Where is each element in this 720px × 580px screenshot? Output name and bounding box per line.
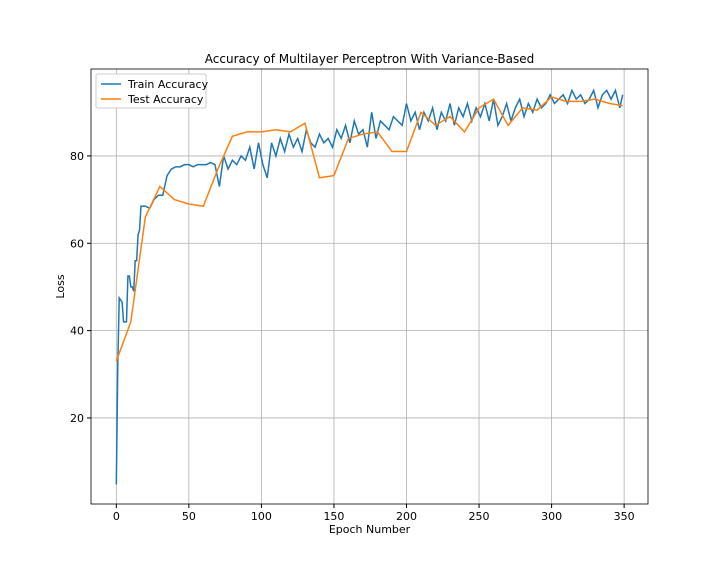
y-tick-label: 20 — [70, 412, 84, 425]
x-tick-label: 150 — [323, 510, 344, 523]
y-tick-label: 80 — [70, 150, 84, 163]
x-tick-label: 0 — [113, 510, 120, 523]
x-tick-label: 250 — [469, 510, 490, 523]
x-tick-label: 200 — [396, 510, 417, 523]
legend-label: Test Accuracy — [127, 93, 204, 106]
y-tick-label: 60 — [70, 237, 84, 250]
x-tick-label: 100 — [251, 510, 272, 523]
chart-title: Accuracy of Multilayer Perceptron With V… — [205, 52, 534, 66]
y-axis-label: Loss — [54, 274, 67, 298]
series-line — [115, 96, 623, 362]
y-tick-label: 40 — [70, 325, 84, 338]
x-tick-label: 50 — [182, 510, 196, 523]
x-axis-label: Epoch Number — [329, 523, 411, 536]
x-tick-label: 300 — [541, 510, 562, 523]
plot-frame — [90, 68, 649, 505]
legend-label: Train Accuracy — [127, 78, 209, 91]
legend-box — [95, 73, 207, 109]
legend: Train Accuracy Test Accuracy — [95, 73, 209, 109]
x-tick-label: 350 — [614, 510, 635, 523]
